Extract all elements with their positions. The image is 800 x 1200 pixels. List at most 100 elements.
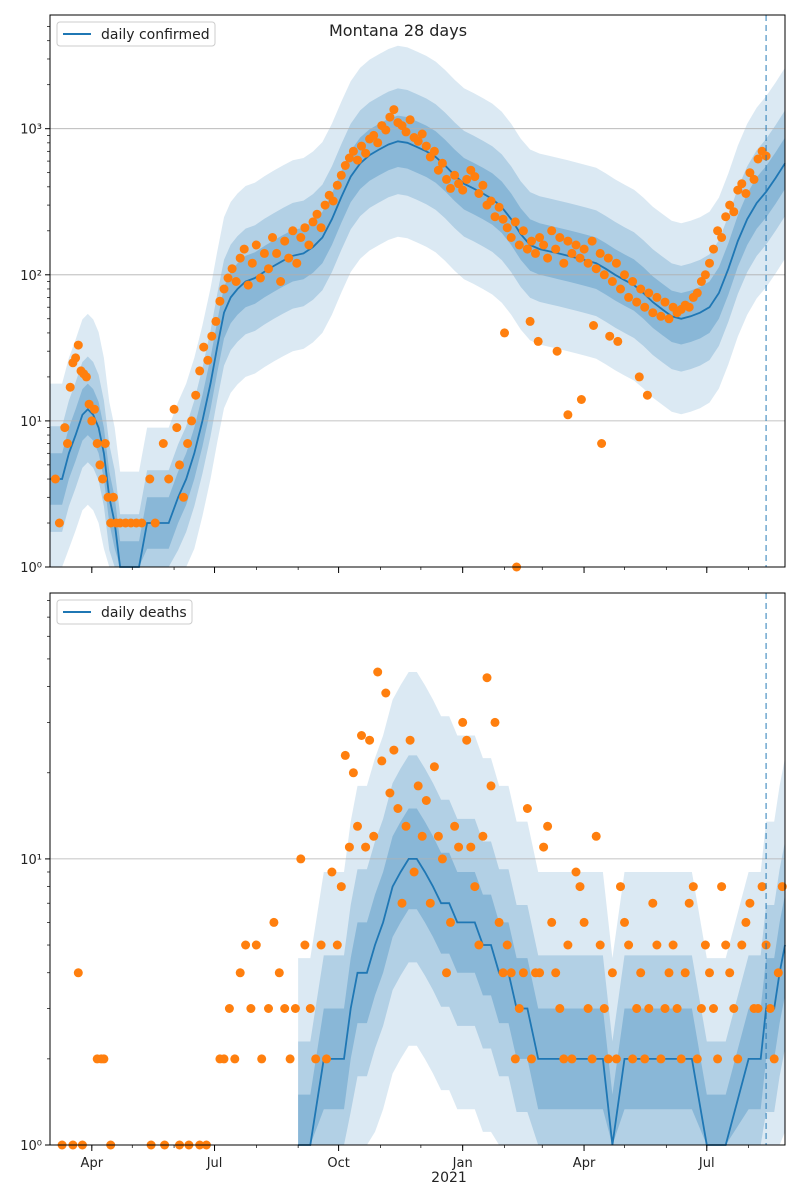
observed-point xyxy=(191,390,201,400)
observed-point xyxy=(684,898,694,908)
observed-point xyxy=(535,968,545,978)
observed-point xyxy=(595,248,605,258)
observed-point xyxy=(676,1054,686,1064)
observed-point xyxy=(276,277,286,286)
observed-point xyxy=(745,898,755,908)
observed-point xyxy=(150,518,160,528)
observed-point xyxy=(328,196,338,206)
observed-point xyxy=(547,917,557,927)
observed-point xyxy=(696,277,706,286)
observed-point xyxy=(486,196,496,206)
observed-point xyxy=(470,172,480,182)
observed-point xyxy=(304,240,314,250)
x-tick-label: Oct xyxy=(327,1156,349,1171)
observed-point xyxy=(607,968,617,978)
observed-point xyxy=(274,968,284,978)
observed-point xyxy=(616,284,625,294)
observed-point xyxy=(401,127,411,137)
observed-point xyxy=(634,372,644,382)
observed-point xyxy=(571,867,581,877)
observed-point xyxy=(235,253,245,263)
x-tick-label: Apr xyxy=(573,1156,596,1171)
observed-point xyxy=(292,258,302,268)
observed-point xyxy=(620,917,629,927)
observed-point xyxy=(709,244,718,254)
observed-point xyxy=(474,940,484,950)
observed-point xyxy=(243,280,253,290)
observed-point xyxy=(397,898,407,908)
observed-point xyxy=(595,940,605,950)
observed-point xyxy=(215,296,225,306)
observed-point xyxy=(417,831,427,841)
observed-point xyxy=(458,185,468,195)
legend-box xyxy=(56,599,193,625)
observed-point xyxy=(567,248,577,258)
observed-point xyxy=(591,264,601,274)
observed-point xyxy=(280,1004,290,1013)
observed-point xyxy=(405,735,415,745)
observed-point xyxy=(195,366,205,376)
observed-point xyxy=(336,882,346,892)
observed-point xyxy=(559,258,569,268)
observed-point xyxy=(539,240,549,250)
observed-point xyxy=(587,236,597,246)
observed-point xyxy=(624,292,634,302)
observed-point xyxy=(567,1054,577,1064)
observed-point xyxy=(211,316,221,326)
observed-point xyxy=(389,745,399,755)
observed-point xyxy=(164,474,174,484)
observed-point xyxy=(579,244,589,254)
observed-point xyxy=(421,796,431,805)
observed-point xyxy=(462,174,472,184)
observed-point xyxy=(478,180,488,190)
observed-point xyxy=(327,867,337,877)
observed-point xyxy=(450,170,460,180)
observed-point xyxy=(713,226,723,236)
observed-point xyxy=(632,1004,642,1013)
observed-point xyxy=(576,395,586,404)
observed-point xyxy=(636,968,646,978)
observed-point xyxy=(597,439,607,448)
observed-point xyxy=(624,940,634,950)
observed-point xyxy=(421,141,431,151)
observed-point xyxy=(450,821,460,831)
observed-point xyxy=(559,1054,569,1064)
observed-point xyxy=(296,854,306,864)
observed-point xyxy=(725,968,735,978)
observed-point xyxy=(417,129,427,139)
observed-point xyxy=(692,288,702,298)
observed-point xyxy=(753,154,763,164)
observed-point xyxy=(65,382,75,392)
observed-point xyxy=(527,236,536,246)
observed-point xyxy=(257,1054,267,1064)
observed-point xyxy=(373,667,383,677)
observed-point xyxy=(684,302,694,312)
observed-point xyxy=(522,804,532,813)
observed-point xyxy=(741,189,751,198)
observed-point xyxy=(264,1004,273,1013)
observed-point xyxy=(502,940,512,950)
observed-point xyxy=(219,1054,229,1064)
observed-point xyxy=(510,217,520,227)
observed-point xyxy=(442,968,451,978)
observed-point xyxy=(320,200,330,210)
observed-point xyxy=(239,244,249,254)
observed-point xyxy=(725,200,735,210)
observed-point xyxy=(405,115,415,125)
observed-point xyxy=(717,233,727,242)
observed-point xyxy=(348,146,358,156)
observed-point xyxy=(247,258,257,268)
observed-point xyxy=(571,240,581,250)
observed-point xyxy=(340,161,350,170)
observed-point xyxy=(737,940,747,950)
observed-point xyxy=(709,1004,718,1013)
observed-point xyxy=(446,183,455,193)
observed-point xyxy=(437,158,447,168)
observed-point xyxy=(533,336,543,346)
observed-point xyxy=(348,768,358,778)
deaths-x-ticks: Apr Jul Oct Jan Apr Jul xyxy=(81,1145,749,1171)
observed-point xyxy=(255,273,265,283)
x-tick-label: Jul xyxy=(206,1156,223,1171)
confirmed-y-ticks: 10⁰ 10¹ 10² 10³ xyxy=(20,26,50,576)
observed-point xyxy=(73,340,83,350)
